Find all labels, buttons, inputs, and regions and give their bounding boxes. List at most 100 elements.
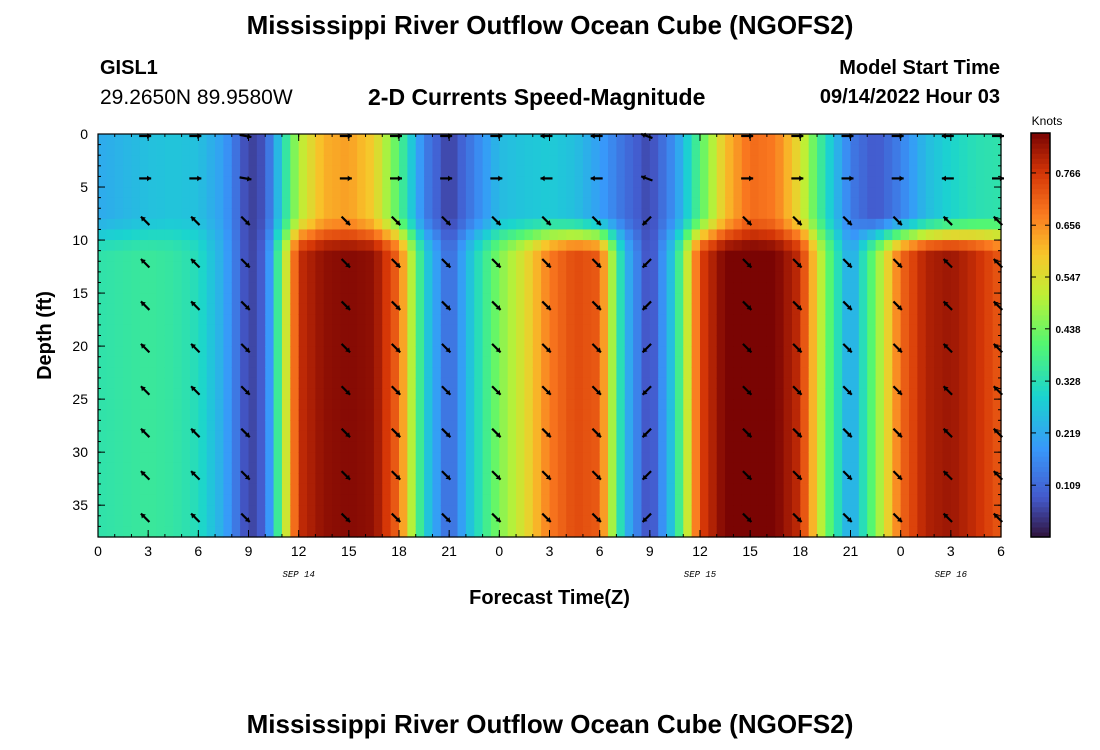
heatmap-cell: [708, 187, 718, 199]
heatmap-cell: [240, 208, 250, 220]
heatmap-cell: [683, 303, 693, 315]
colorbar-segment: [1031, 168, 1050, 174]
heatmap-cell: [733, 197, 743, 209]
heatmap-cell: [766, 367, 776, 379]
heatmap-cell: [875, 388, 885, 400]
heatmap-cell: [307, 473, 316, 485]
heatmap-cell: [256, 303, 266, 315]
heatmap-cell: [139, 399, 149, 411]
heatmap-cell: [750, 271, 760, 284]
heatmap-cell: [156, 250, 166, 262]
heatmap-cell: [424, 462, 434, 474]
heatmap-cell: [766, 494, 776, 506]
heatmap-cell: [741, 282, 751, 294]
heatmap-cell: [164, 388, 174, 400]
heatmap-cell: [390, 250, 400, 262]
heatmap-cell: [240, 155, 250, 167]
colorbar-segment: [1031, 264, 1050, 270]
heatmap-cell: [524, 165, 534, 178]
heatmap-cell: [850, 282, 860, 294]
heatmap-cell: [842, 430, 852, 443]
heatmap-cell: [716, 229, 726, 241]
heatmap-cell: [942, 218, 952, 231]
heatmap-cell: [315, 441, 325, 453]
heatmap-cell: [766, 197, 776, 209]
heatmap-cell: [708, 441, 718, 453]
heatmap-cell: [833, 218, 843, 231]
heatmap-cell: [867, 526, 877, 538]
heatmap-cell: [850, 409, 860, 421]
current-vector-head: [796, 347, 802, 353]
heatmap-cell: [424, 473, 434, 485]
heatmap-cell: [917, 187, 927, 199]
heatmap-cell: [867, 335, 877, 347]
heatmap-cell: [390, 303, 400, 315]
heatmap-cell: [323, 356, 333, 368]
heatmap-cell: [950, 441, 960, 453]
heatmap-cell: [624, 155, 634, 167]
heatmap-cell: [825, 187, 835, 199]
heatmap-cell: [950, 229, 960, 241]
heatmap-cell: [449, 293, 459, 305]
heatmap-cell: [323, 240, 333, 252]
heatmap-cell: [474, 346, 484, 358]
heatmap-cell: [766, 314, 776, 326]
heatmap-cell: [967, 165, 977, 178]
heatmap-cell: [156, 165, 166, 178]
heatmap-cell: [582, 250, 592, 262]
heatmap-cell: [934, 324, 944, 337]
heatmap-cell: [390, 144, 400, 156]
heatmap-cell: [499, 187, 509, 199]
heatmap-cell: [382, 261, 392, 273]
heatmap-cell: [858, 430, 868, 443]
heatmap-cell: [156, 452, 166, 464]
heatmap-cell: [449, 271, 459, 284]
heatmap-cell: [189, 377, 199, 390]
heatmap-cell: [858, 346, 868, 358]
heatmap-cell: [273, 261, 283, 273]
heatmap-cell: [139, 187, 149, 199]
heatmap-cell: [181, 430, 191, 443]
heatmap-cell: [256, 324, 266, 337]
heatmap-cell: [390, 134, 400, 146]
heatmap-cell: [424, 367, 434, 379]
heatmap-cell: [532, 261, 542, 273]
heatmap-cell: [365, 324, 375, 337]
heatmap-cell: [281, 346, 291, 358]
heatmap-cell: [766, 293, 776, 305]
heatmap-cell: [608, 526, 617, 538]
heatmap-cell: [624, 250, 634, 262]
heatmap-cell: [934, 377, 944, 390]
heatmap-cell: [909, 335, 918, 347]
heatmap-cell: [950, 346, 960, 358]
heatmap-cell: [139, 483, 149, 496]
heatmap-cell: [148, 187, 158, 199]
heatmap-cell: [858, 261, 868, 273]
heatmap-cell: [775, 282, 785, 294]
heatmap-cell: [281, 420, 291, 432]
heatmap-cell: [365, 144, 375, 156]
heatmap-cell: [666, 261, 676, 273]
heatmap-cell: [407, 420, 417, 432]
heatmap-cell: [256, 282, 266, 294]
heatmap-cell: [490, 134, 500, 146]
heatmap-cell: [641, 483, 651, 496]
heatmap-cell: [658, 187, 668, 199]
heatmap-cell: [532, 208, 542, 220]
heatmap-cell: [766, 452, 776, 464]
colorbar-segment: [1031, 481, 1050, 488]
heatmap-cell: [148, 176, 158, 188]
heatmap-cell: [875, 187, 885, 199]
heatmap-cell: [98, 335, 107, 347]
heatmap-cell: [934, 240, 944, 252]
heatmap-cell: [298, 218, 308, 231]
heatmap-cell: [708, 250, 718, 262]
heatmap-cell: [541, 197, 551, 209]
heatmap-cell: [123, 134, 133, 146]
current-vector-head: [395, 262, 401, 268]
heatmap-cell: [482, 483, 492, 496]
heatmap-cell: [833, 483, 843, 496]
heatmap-cell: [465, 473, 475, 485]
heatmap-cell: [516, 229, 526, 241]
heatmap-cell: [424, 282, 434, 294]
